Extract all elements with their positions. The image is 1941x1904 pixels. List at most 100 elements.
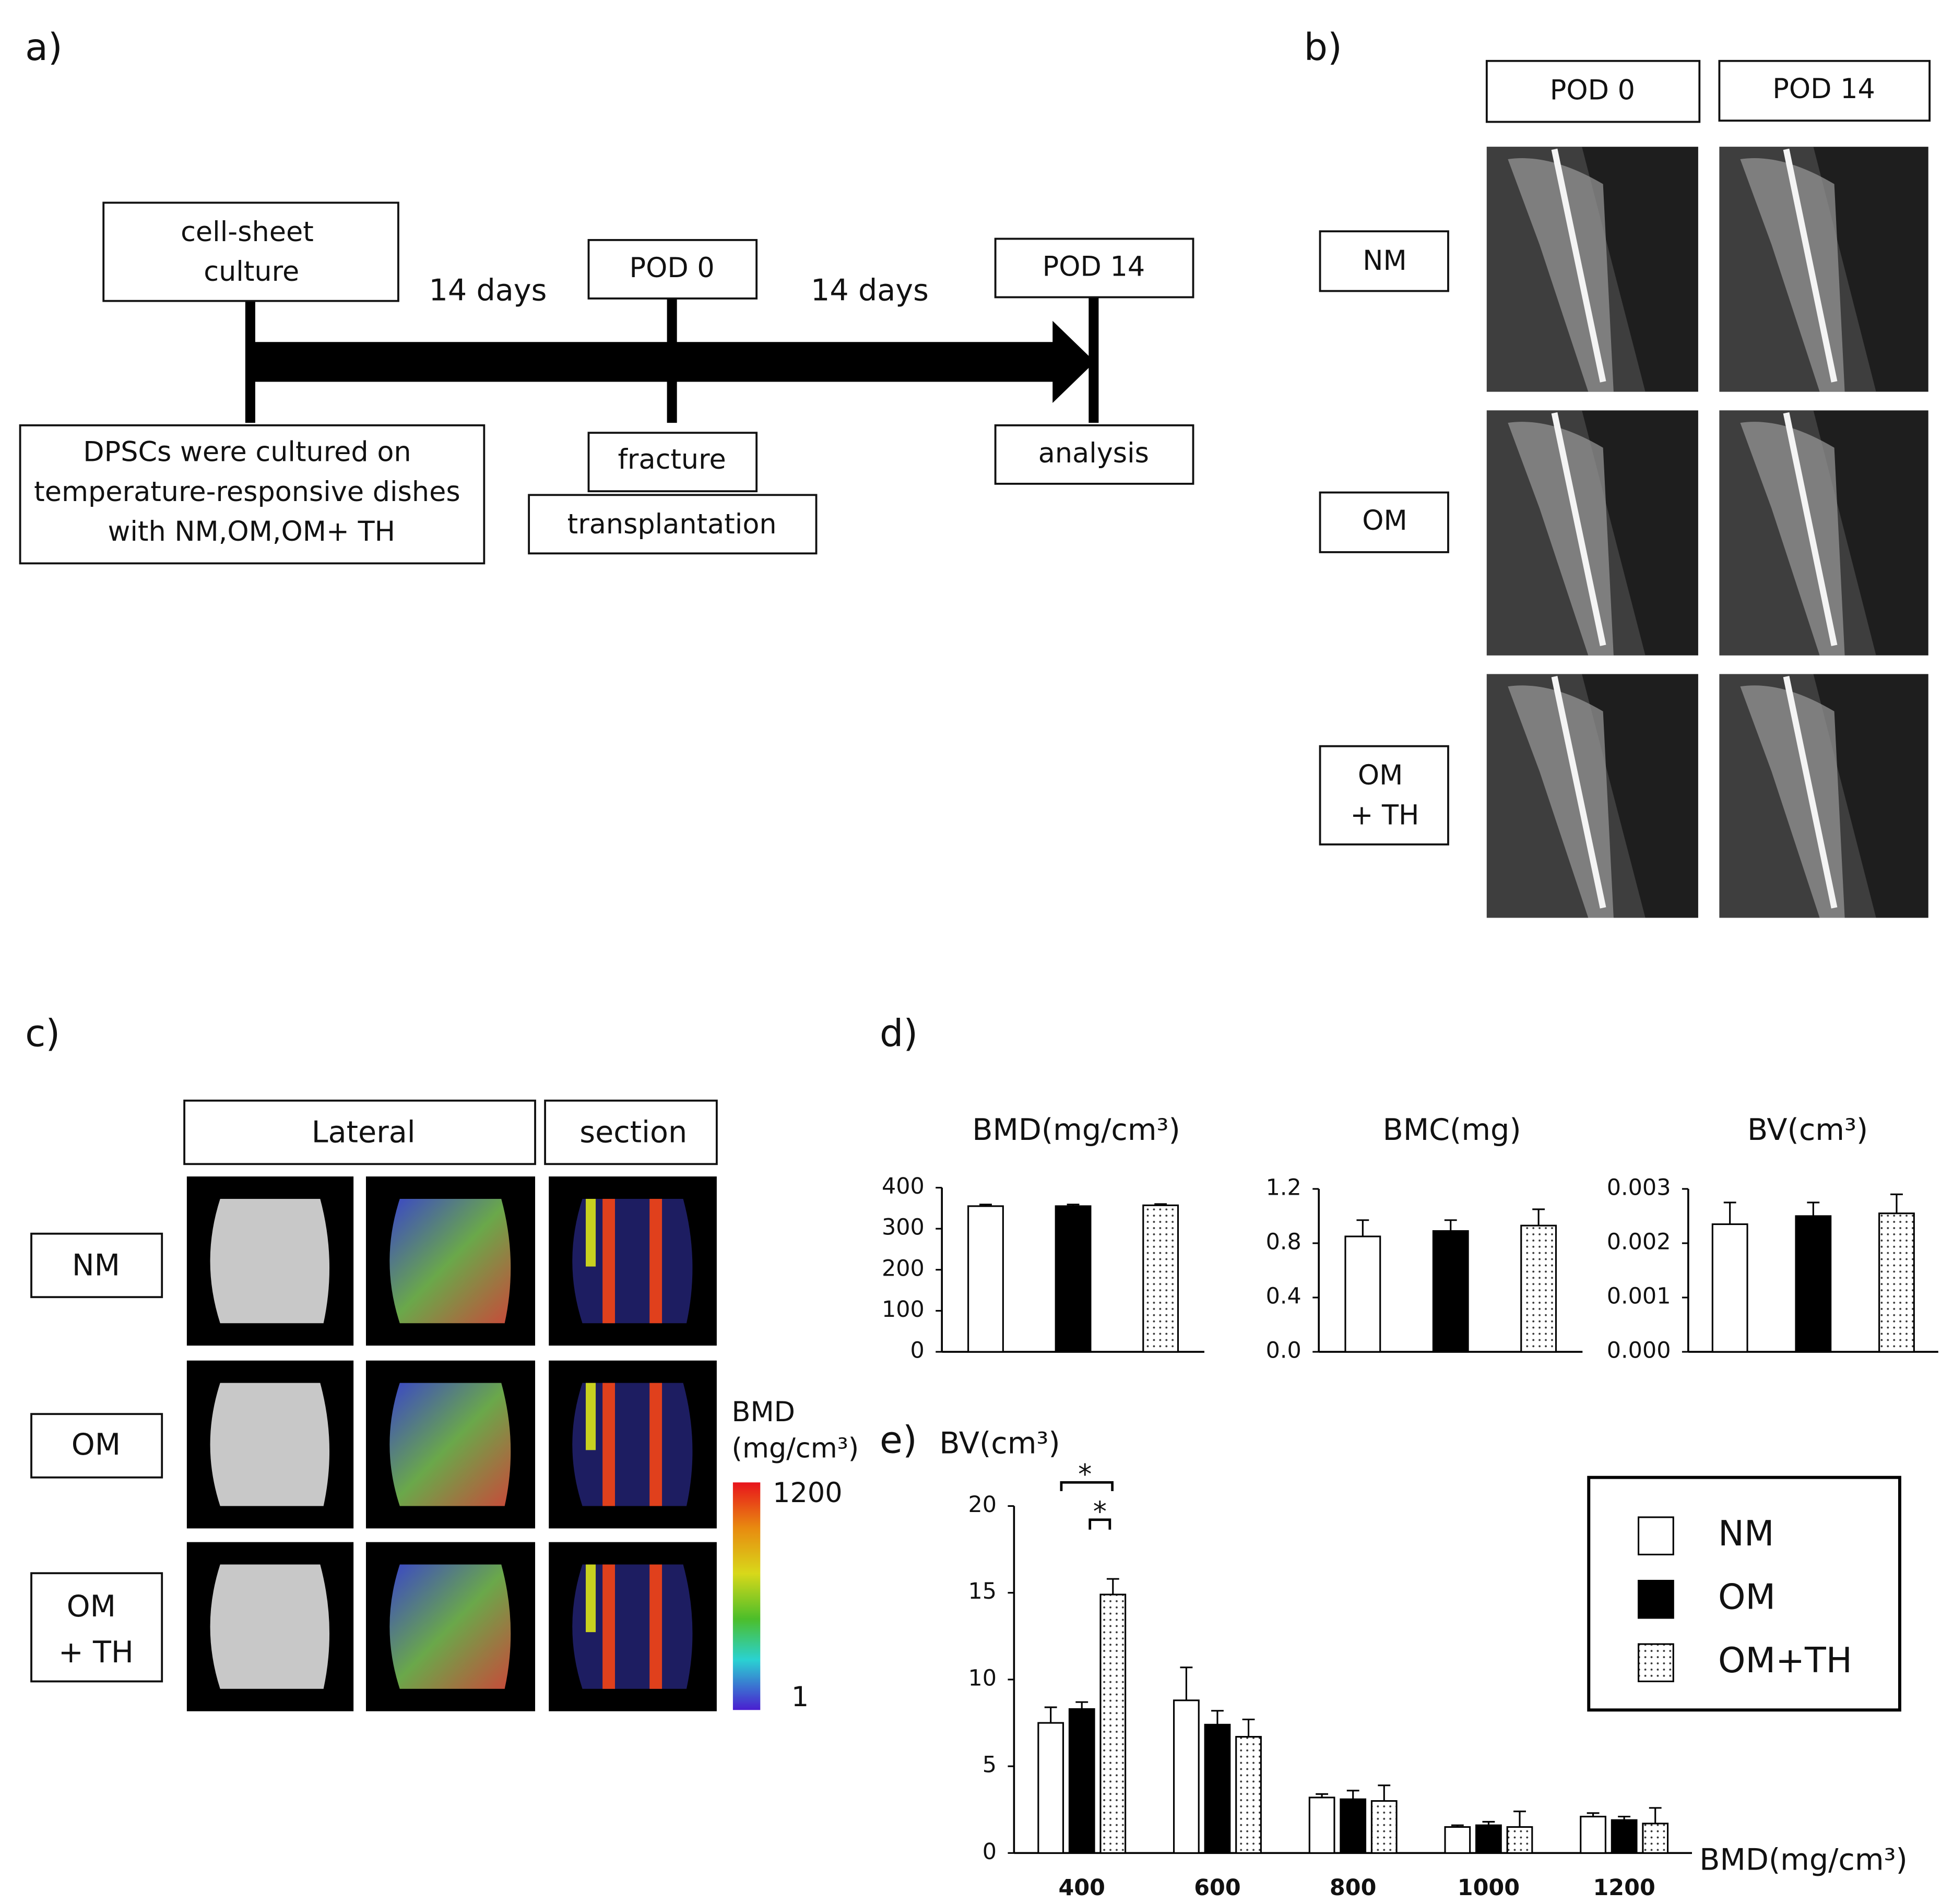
y-tick-label: 1.2 xyxy=(1266,1174,1301,1200)
bone xyxy=(1740,422,1845,656)
timeline-tick xyxy=(1088,297,1099,423)
y-tick-label: 0.000 xyxy=(1607,1338,1671,1364)
row-label: NM xyxy=(1363,245,1406,277)
panel-label: a) xyxy=(25,26,63,69)
row-label: OM xyxy=(1362,505,1407,537)
x-tick-label: 600 xyxy=(1194,1875,1241,1901)
arrow-head xyxy=(1052,320,1095,403)
bar xyxy=(1878,1212,1915,1353)
x-tick-label: 800 xyxy=(1330,1875,1377,1901)
error-bar xyxy=(1067,1204,1080,1206)
error-bar xyxy=(1807,1201,1820,1216)
text-line: cell-sheet xyxy=(181,216,314,248)
x-axis-label: BMD(mg/cm³) xyxy=(1699,1843,1907,1877)
bone-density-map xyxy=(389,1564,511,1689)
bone-render xyxy=(210,1198,330,1324)
bar xyxy=(1037,1722,1064,1854)
colorbar-max: 1200 xyxy=(773,1477,842,1509)
error-bar xyxy=(1044,1706,1057,1723)
bar xyxy=(1432,1230,1469,1353)
error-bar xyxy=(1346,1790,1359,1800)
y-tick-label: 0.8 xyxy=(1266,1229,1301,1255)
legend-label: NM xyxy=(1718,1513,1774,1554)
bar xyxy=(1611,1819,1638,1854)
error-bar xyxy=(1513,1810,1526,1827)
label-box xyxy=(587,239,758,300)
y-tick-label: 0.0 xyxy=(1266,1338,1301,1364)
box-text: cell-sheet culture xyxy=(181,216,322,288)
box-text: transplantation xyxy=(567,508,777,540)
arrow-shaft xyxy=(249,342,1058,382)
bone xyxy=(1508,422,1614,656)
bone xyxy=(1740,158,1845,392)
row-header xyxy=(1319,230,1449,292)
x-tick-label: 1000 xyxy=(1458,1875,1520,1901)
y-tick-label: 0 xyxy=(910,1338,925,1364)
legend-swatch xyxy=(1637,1516,1674,1555)
row-label: OM xyxy=(72,1427,121,1462)
charts: 0100200300400BMD(mg/cm³)0.00.40.81.2BMC(… xyxy=(882,1113,1938,1901)
y-tick-label: 0 xyxy=(983,1839,997,1865)
y-tick-label: 0.002 xyxy=(1607,1229,1671,1255)
bone-render xyxy=(210,1564,330,1689)
bar xyxy=(1340,1798,1367,1854)
bar xyxy=(1520,1224,1557,1353)
row-label: OM + TH xyxy=(58,1589,134,1670)
chart-title: BMC(mg) xyxy=(1383,1113,1521,1147)
colorbar-title: BMD xyxy=(732,1396,796,1428)
legend-label: OM+TH xyxy=(1718,1640,1852,1681)
text-line: with NM,OM,OM+ TH xyxy=(108,516,396,548)
bone-density-map xyxy=(389,1383,511,1506)
error-bar xyxy=(1618,1815,1631,1820)
timeline: cell-sheet culture 14 days POD 0 14 days… xyxy=(19,201,1194,565)
y-tick-label: 10 xyxy=(968,1665,997,1691)
bar xyxy=(1173,1699,1200,1854)
error-bar xyxy=(1587,1812,1600,1817)
colorbar-title: (mg/cm³) xyxy=(732,1432,859,1464)
error-bar xyxy=(1180,1667,1193,1700)
xray-images xyxy=(1486,147,1928,918)
bar xyxy=(1344,1235,1381,1353)
row-header xyxy=(30,1413,163,1479)
column-header xyxy=(544,1099,718,1165)
bar xyxy=(1204,1723,1231,1854)
error-bar xyxy=(1356,1219,1369,1236)
cortex xyxy=(586,1198,596,1267)
text-line: OM xyxy=(67,1589,116,1624)
box-text: DPSCs were cultured on temperature-respo… xyxy=(34,436,469,548)
bar xyxy=(1475,1824,1502,1854)
y-tick-label: 300 xyxy=(882,1215,925,1241)
bar xyxy=(1642,1823,1669,1854)
y-tick-label: 200 xyxy=(882,1255,925,1281)
cortex xyxy=(586,1383,596,1450)
bar xyxy=(1308,1796,1335,1854)
row-header xyxy=(1319,491,1449,553)
label-box xyxy=(19,424,486,565)
bone-render xyxy=(210,1383,330,1506)
label-box xyxy=(528,494,818,555)
panel-label: c) xyxy=(25,1011,60,1055)
pin xyxy=(1551,412,1606,646)
pin xyxy=(1783,148,1838,383)
pin xyxy=(1783,412,1838,646)
panel-label: b) xyxy=(1304,26,1342,69)
bar xyxy=(1506,1826,1533,1854)
x-tick-label: 1200 xyxy=(1593,1875,1655,1901)
colorbar xyxy=(732,1482,761,1710)
bar xyxy=(1055,1205,1092,1353)
timeline-tick xyxy=(245,298,255,423)
row-header xyxy=(30,1572,163,1683)
column-label: section xyxy=(579,1115,687,1150)
bar xyxy=(1444,1826,1471,1854)
error-bar xyxy=(1378,1784,1391,1801)
cortex xyxy=(649,1198,662,1324)
error-bar xyxy=(1482,1820,1495,1826)
bar xyxy=(1068,1708,1095,1854)
significance-star: * xyxy=(1078,1458,1092,1490)
error-bar xyxy=(979,1204,992,1206)
bone-section xyxy=(572,1564,693,1689)
row-header xyxy=(1319,745,1449,846)
timeline-tick xyxy=(667,298,677,423)
bone xyxy=(1508,158,1614,392)
cortex xyxy=(649,1564,662,1689)
